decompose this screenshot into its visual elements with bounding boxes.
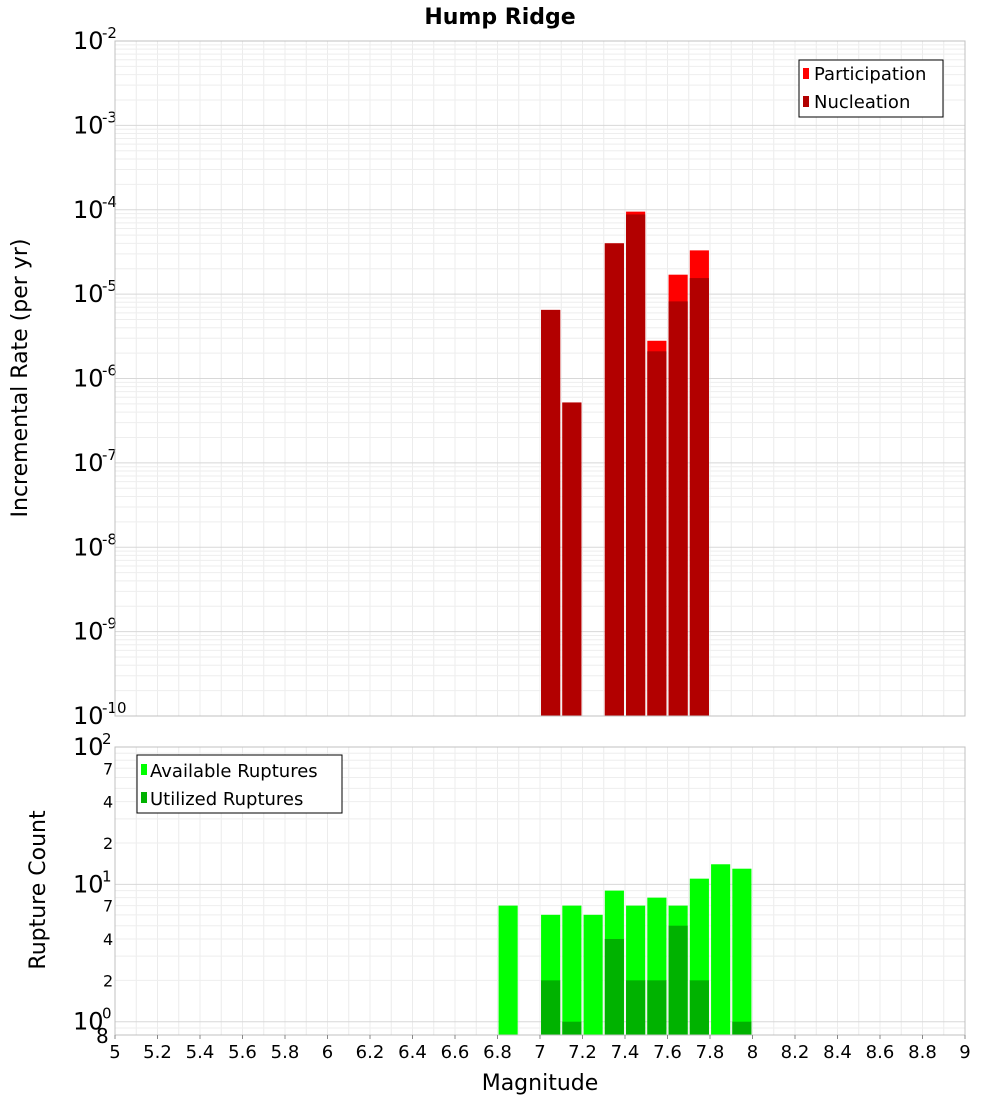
nucleation-bar: [604, 243, 624, 717]
x-tick-label: 8.4: [823, 1042, 852, 1063]
nucleation-bar: [668, 301, 688, 716]
utilized-ruptures-bar: [541, 980, 561, 1035]
utilized-ruptures-bar: [689, 980, 709, 1035]
top-y-tick-label: 10: [73, 702, 104, 730]
legend-label-available: Available Ruptures: [150, 761, 318, 782]
utilized-ruptures-bar: [626, 980, 646, 1035]
bottom-y-tick-exponent: 1: [102, 867, 112, 885]
x-tick-label: 9: [959, 1042, 970, 1063]
legend-swatch-utilized: [141, 792, 147, 803]
x-tick-labels: 5 5.2 5.4 5.6 5.8 6 6.2 6.4 6.6 6.8 7 7.2 7.4 7.6 7.8 8…: [109, 1035, 971, 1063]
bottom-legend-box: [136, 754, 343, 814]
x-tick-label: 6.8: [483, 1042, 512, 1063]
bottom-y-minor-tick-label: 4: [103, 930, 113, 949]
x-tick-label: 5.8: [271, 1042, 300, 1063]
x-tick-label: 8.8: [908, 1042, 937, 1063]
top-y-tick-exponent: -4: [102, 193, 117, 211]
utilized-ruptures-bar: [647, 980, 667, 1035]
top-y-tick-label: 10: [73, 449, 104, 477]
top-legend-box: [798, 59, 944, 118]
bottom-y-tick-exponent: 0: [102, 1005, 112, 1023]
top-y-tick-label: 10: [73, 365, 104, 393]
top-panel: 10-210-310-410-510-610-710-810-910-10 Pa…: [73, 24, 966, 730]
nucleation-bar: [626, 214, 646, 717]
top-y-tick-label: 10: [73, 618, 104, 646]
chart-title: Hump Ridge: [424, 5, 575, 30]
x-tick-label: 5.4: [186, 1042, 215, 1063]
x-tick-label: 5.6: [228, 1042, 257, 1063]
x-tick-label: 6.4: [398, 1042, 427, 1063]
top-y-tick-label: 10: [73, 533, 104, 561]
available-ruptures-bar: [562, 905, 582, 1035]
nucleation-bar: [647, 351, 667, 716]
top-bars: [541, 211, 709, 717]
x-tick-label: 7.4: [611, 1042, 640, 1063]
legend-label-nucleation: Nucleation: [814, 92, 910, 113]
bottom-y-minor-tick-label: 4: [103, 793, 113, 812]
bottom-y-minor-tick-label: 8: [96, 1024, 109, 1048]
x-tick-label: 7: [534, 1042, 545, 1063]
x-tick-label: 6: [322, 1042, 333, 1063]
bottom-y-minor-tick-label: 7: [103, 897, 113, 916]
x-tick-label: 5.2: [143, 1042, 172, 1063]
x-axis-label: Magnitude: [482, 1071, 599, 1096]
legend-label-utilized: Utilized Ruptures: [150, 789, 303, 810]
x-tick-label: 8.2: [781, 1042, 810, 1063]
top-y-tick-exponent: -8: [102, 530, 117, 548]
available-ruptures-bar: [732, 868, 752, 1035]
top-y-tick-label: 10: [73, 196, 104, 224]
utilized-ruptures-bar: [668, 925, 688, 1035]
legend-swatch-nucleation: [803, 96, 809, 107]
top-y-tick-exponent: -6: [102, 362, 117, 380]
top-y-tick-exponent: -2: [102, 24, 117, 42]
x-tick-label: 7.8: [696, 1042, 725, 1063]
x-tick-label: 6.6: [441, 1042, 470, 1063]
bottom-y-minor-tick-label: 2: [103, 971, 113, 990]
top-y-tick-exponent: -10: [102, 699, 127, 717]
bottom-y-tick-label: 10: [73, 870, 104, 898]
utilized-ruptures-bar: [562, 1021, 582, 1035]
legend-label-participation: Participation: [814, 64, 926, 85]
top-gridlines: [114, 41, 966, 717]
bottom-bars: [498, 864, 752, 1035]
top-y-tick-labels: 10-210-310-410-510-610-710-810-910-10: [73, 24, 127, 730]
x-tick-label: 8.6: [866, 1042, 895, 1063]
top-y-tick-exponent: -9: [102, 615, 117, 633]
nucleation-bar: [689, 278, 709, 716]
legend-swatch-available: [141, 764, 147, 775]
x-tick-label: 8: [747, 1042, 758, 1063]
bottom-y-minor-tick-label: 2: [103, 834, 113, 853]
top-y-tick-exponent: -7: [102, 446, 117, 464]
top-y-tick-exponent: -3: [102, 108, 117, 126]
bottom-legend: Available Ruptures Utilized Ruptures: [136, 754, 343, 814]
available-ruptures-bar: [583, 914, 603, 1035]
top-y-tick-label: 10: [73, 280, 104, 308]
x-tick-label: 7.6: [653, 1042, 682, 1063]
top-y-tick-label: 10: [73, 27, 104, 55]
x-tick-label: 7.2: [568, 1042, 597, 1063]
nucleation-bar: [562, 402, 582, 716]
utilized-ruptures-bar: [732, 1021, 752, 1035]
nucleation-bar: [541, 309, 561, 716]
bottom-y-minor-tick-label: 7: [103, 759, 113, 778]
x-tick-label: 5: [109, 1042, 120, 1063]
utilized-ruptures-bar: [604, 939, 624, 1035]
top-y-tick-exponent: -5: [102, 277, 117, 295]
legend-swatch-participation: [803, 68, 809, 79]
bottom-y-tick-exponent: 2: [102, 730, 112, 748]
top-plot-border: [114, 40, 966, 717]
bottom-y-tick-label: 10: [73, 1008, 104, 1036]
top-y-tick-label: 10: [73, 111, 104, 139]
top-y-axis-label: Incremental Rate (per yr): [8, 239, 33, 518]
available-ruptures-bar: [711, 864, 731, 1035]
x-tick-label: 6.2: [356, 1042, 385, 1063]
available-ruptures-bar: [498, 905, 518, 1035]
bottom-y-axis-label: Rupture Count: [26, 810, 51, 970]
top-legend: Participation Nucleation: [798, 59, 944, 118]
bottom-y-tick-label: 10: [73, 733, 104, 761]
